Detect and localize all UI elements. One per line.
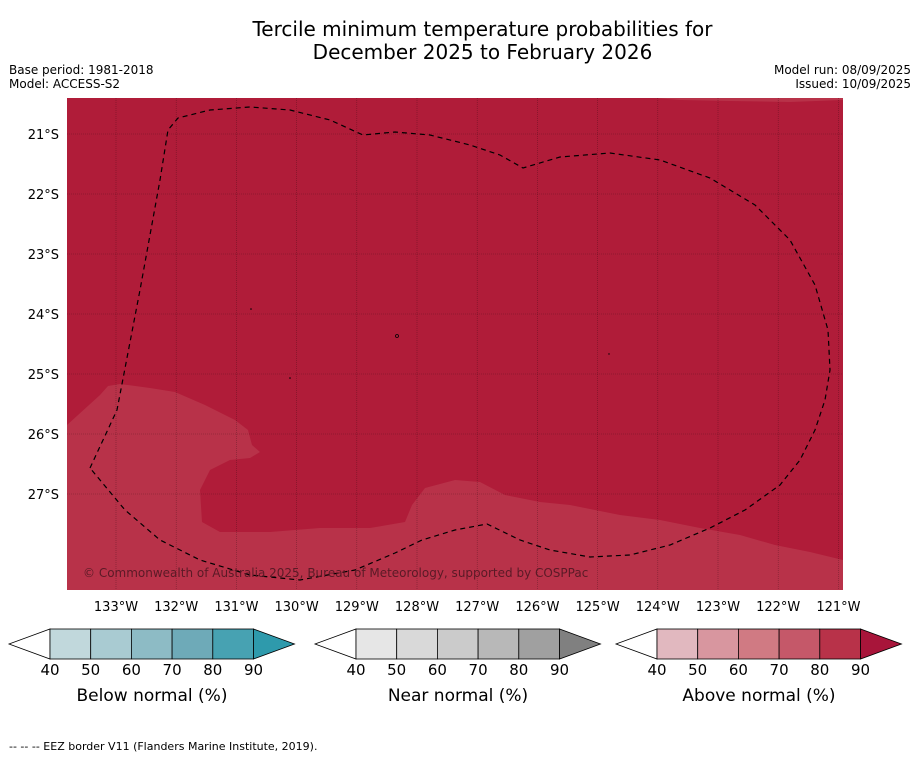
title-line-1: Tercile minimum temperature probabilitie… <box>252 17 713 41</box>
colorbar-near-min-arrow <box>313 628 357 660</box>
colorbar-below-segment <box>171 628 214 660</box>
longitude-tick-label: 129°W <box>335 600 379 615</box>
colorbar-tick-label: 40 <box>40 661 60 679</box>
colorbar-label-near: Near normal (%) <box>387 686 529 706</box>
longitude-tick-label: 126°W <box>515 600 559 615</box>
longitude-tick-label: 132°W <box>154 600 198 615</box>
longitude-tick-label: 123°W <box>696 600 740 615</box>
colorbar-below-segment <box>90 628 132 660</box>
colorbar-near-max-arrow <box>559 628 602 660</box>
colorbar-tick-label: 90 <box>243 661 264 679</box>
colorbar-tick-label: 80 <box>810 661 830 679</box>
colorbar-tick-label: 80 <box>203 661 223 679</box>
latitude-tick-label: 22°S <box>28 188 59 203</box>
colorbar-below-max-arrow <box>253 628 296 660</box>
latitude-labels: 21°S 22°S 23°S 24°S 25°S 26°S 27°S <box>28 128 59 503</box>
region-above-70-top <box>655 98 843 102</box>
longitude-tick-label: 131°W <box>214 600 258 615</box>
eez-border <box>89 106 831 581</box>
island-marker <box>289 377 291 379</box>
map-title: Tercile minimum temperature probabilitie… <box>0 18 919 64</box>
colorbar-tick-label: 90 <box>549 661 570 679</box>
colorbar-below-segment <box>49 628 92 660</box>
colorbar-above-max-arrow <box>860 628 903 660</box>
colorbar-near-segment <box>396 628 438 660</box>
latitude-tick-label: 26°S <box>28 428 59 443</box>
colorbar-tick-label: 50 <box>688 661 708 679</box>
colorbar-above-segment <box>778 628 821 660</box>
longitude-tick-label: 125°W <box>576 600 620 615</box>
latitude-tick-label: 23°S <box>28 248 59 263</box>
colorbar-near-segment <box>477 628 520 660</box>
meta-right: Model run: 08/09/2025 Issued: 10/09/2025 <box>774 63 911 91</box>
colorbar-above-min-arrow <box>614 628 658 660</box>
graticule <box>67 98 843 590</box>
latitude-tick-label: 25°S <box>28 368 59 383</box>
colorbar-near-segment <box>436 628 479 660</box>
colorbar-above-segment <box>697 628 739 660</box>
longitude-tick-label: 128°W <box>395 600 439 615</box>
island-marker <box>395 334 399 338</box>
colorbar-tick-label: 40 <box>346 661 366 679</box>
colorbar-above-segment <box>656 628 699 660</box>
model-run: Model run: 08/09/2025 <box>773 63 911 77</box>
colorbar-tick-label: 60 <box>121 661 141 679</box>
colorbar-tick-label: 70 <box>769 661 789 679</box>
longitude-tick-label: 130°W <box>275 600 319 615</box>
base-period: Base period: 1981-2018 <box>9 63 154 77</box>
colorbar-tick-label: 80 <box>509 661 529 679</box>
latitude-tick-label: 24°S <box>28 308 59 323</box>
map-area: © Commonwealth of Australia 2025, Bureau… <box>67 98 843 590</box>
colorbar-near-segment <box>518 628 560 660</box>
colorbar-tick-label: 60 <box>427 661 447 679</box>
latitude-tick-label: 27°S <box>28 488 59 503</box>
colorbar-tick-label: 70 <box>162 661 182 679</box>
colorbar-near-segment <box>355 628 398 660</box>
region-above-70 <box>67 384 843 590</box>
eez-footnote: -- -- -- EEZ border V11 (Flanders Marine… <box>9 740 318 753</box>
island-marker <box>608 353 610 355</box>
colorbar-label-above: Above normal (%) <box>682 686 836 706</box>
colorbar-label-below: Below normal (%) <box>76 686 228 706</box>
model-name: Model: ACCESS-S2 <box>9 77 121 91</box>
colorbar-tick-label: 50 <box>387 661 407 679</box>
longitude-tick-label: 127°W <box>455 600 499 615</box>
copyright-text: © Commonwealth of Australia 2025, Bureau… <box>83 566 588 580</box>
latitude-tick-label: 21°S <box>28 128 59 143</box>
colorbar-below-segment <box>130 628 173 660</box>
colorbar-tick-label: 40 <box>647 661 667 679</box>
longitude-tick-label: 121°W <box>816 600 860 615</box>
longitude-tick-label: 124°W <box>636 600 680 615</box>
colorbar-above-segment <box>819 628 861 660</box>
longitude-tick-label: 122°W <box>756 600 800 615</box>
longitude-tick-label: 133°W <box>94 600 138 615</box>
issued-date: Issued: 10/09/2025 <box>795 77 911 91</box>
meta-left: Base period: 1981-2018 Model: ACCESS-S2 <box>9 63 154 91</box>
colorbar-tick-label: 70 <box>468 661 488 679</box>
longitude-labels: 133°W 132°W 131°W 130°W 129°W 128°W 127°W 126°W… <box>94 600 861 615</box>
colorbar-tick-label: 50 <box>81 661 101 679</box>
colorbar-tick-label: 90 <box>850 661 871 679</box>
colorbars <box>7 628 903 660</box>
colorbar-below-segment <box>212 628 254 660</box>
colorbar-above-segment <box>738 628 780 660</box>
colorbar-below-min-arrow <box>7 628 51 660</box>
title-line-2: December 2025 to February 2026 <box>312 40 653 64</box>
island-marker <box>250 308 252 310</box>
colorbar-tick-label: 60 <box>728 661 748 679</box>
